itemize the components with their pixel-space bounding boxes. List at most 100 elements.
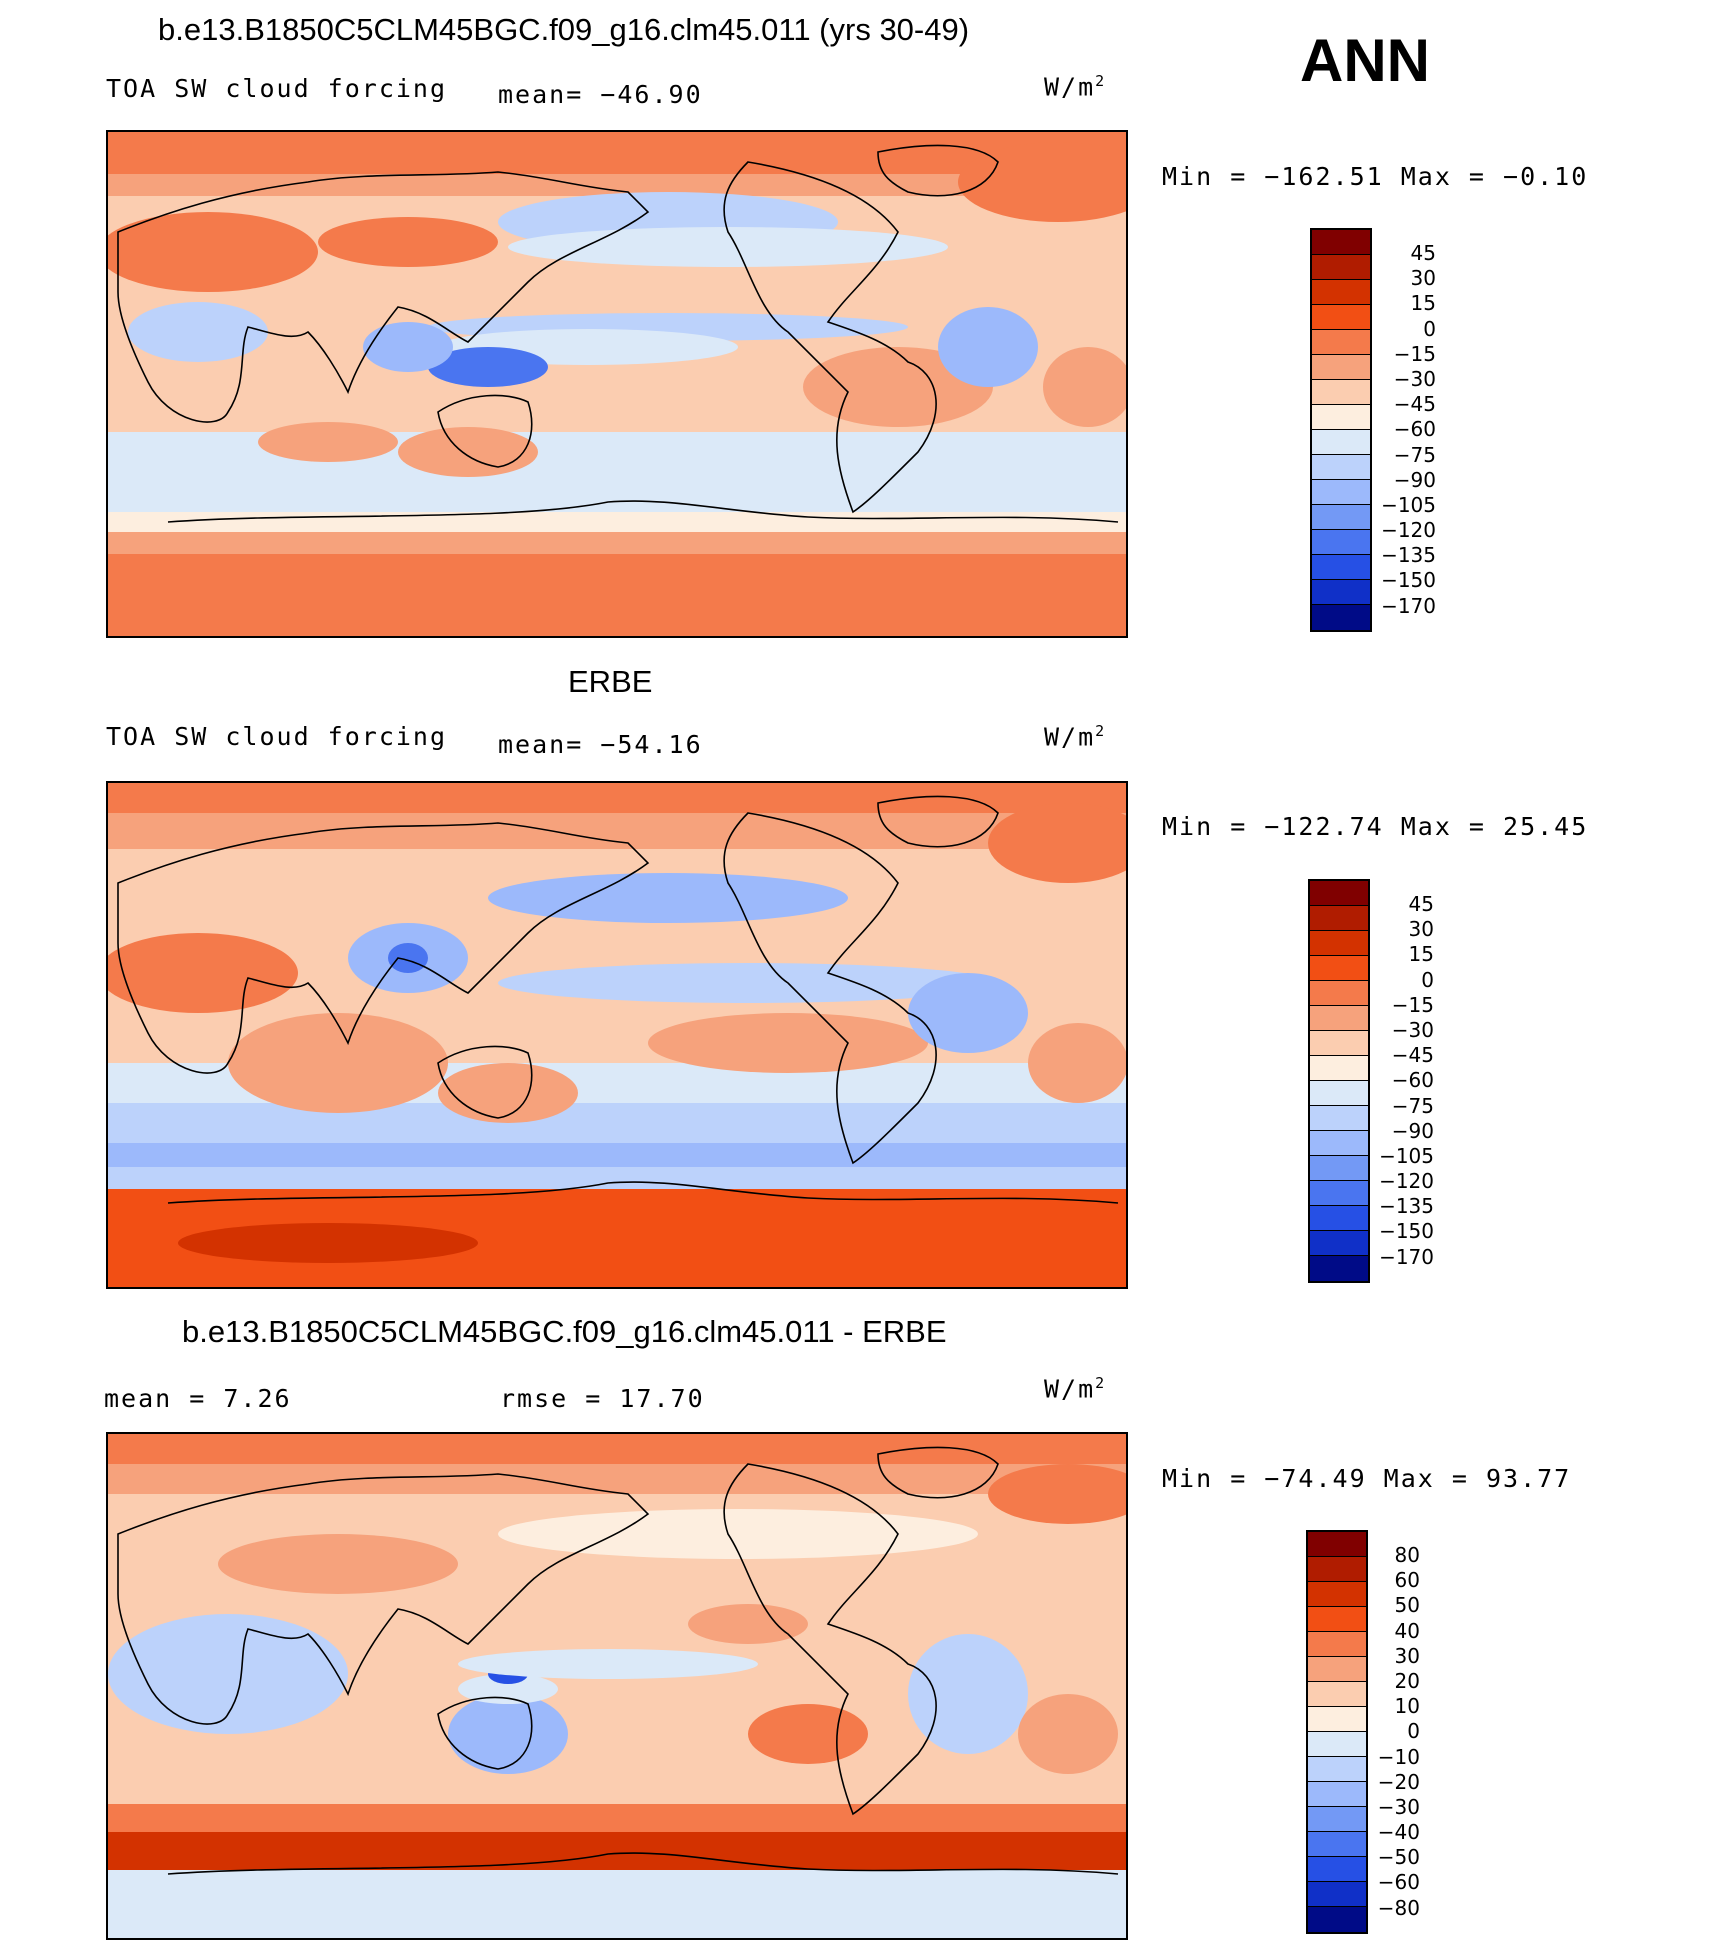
colorbar-swatch	[1308, 1857, 1366, 1882]
panel-2-map	[106, 781, 1128, 1289]
panel-3-map	[106, 1432, 1128, 1940]
colorbar-swatch	[1310, 1081, 1368, 1106]
panel-2-variable-label: TOA SW cloud forcing	[106, 722, 448, 751]
colorbar-tick-label: 0	[1423, 316, 1436, 341]
colorbar-swatch	[1308, 1557, 1366, 1582]
colorbar-tick-label: −90	[1393, 467, 1436, 492]
colorbar-tick-label: −60	[1393, 417, 1436, 442]
colorbar-swatch	[1308, 1907, 1366, 1932]
colorbar-tick-label: −120	[1379, 1169, 1434, 1194]
colorbar-swatch	[1310, 1056, 1368, 1081]
colorbar-tick-label: −45	[1393, 392, 1436, 417]
colorbar-swatch	[1308, 1782, 1366, 1807]
colorbar-tick-label: −80	[1377, 1895, 1420, 1920]
colorbar-swatch	[1310, 1156, 1368, 1181]
colorbar-tick-label: 60	[1394, 1568, 1420, 1593]
colorbar-tick-label: 30	[1394, 1643, 1420, 1668]
colorbar-swatch	[1308, 1807, 1366, 1832]
panel-1-colorbar	[1310, 228, 1372, 632]
colorbar-swatch	[1308, 1657, 1366, 1682]
colorbar-swatch	[1312, 380, 1370, 405]
panel-1-mean-label: mean= −46.90	[498, 80, 703, 109]
panel-2-units: W/m2	[1044, 722, 1107, 752]
colorbar-tick-label: 30	[1410, 266, 1436, 291]
colorbar-swatch	[1310, 1006, 1368, 1031]
colorbar-swatch	[1312, 455, 1370, 480]
colorbar-tick-label: −120	[1381, 518, 1436, 543]
colorbar-swatch	[1310, 1131, 1368, 1156]
colorbar-swatch	[1312, 505, 1370, 530]
colorbar-tick-label: 10	[1394, 1694, 1420, 1719]
colorbar-swatch	[1310, 931, 1368, 956]
panel-2-title: ERBE	[568, 664, 653, 699]
colorbar-tick-label: −30	[1393, 366, 1436, 391]
colorbar-tick-label: −90	[1391, 1118, 1434, 1143]
panel-1-map	[106, 130, 1128, 638]
colorbar-swatch	[1310, 1256, 1368, 1281]
colorbar-swatch	[1310, 906, 1368, 931]
colorbar-swatch	[1312, 230, 1370, 255]
colorbar-swatch	[1312, 480, 1370, 505]
colorbar-swatch	[1310, 1181, 1368, 1206]
colorbar-tick-label: 15	[1408, 942, 1434, 967]
colorbar-tick-label: 80	[1394, 1543, 1420, 1567]
colorbar-swatch	[1308, 1632, 1366, 1657]
panel-3-minmax: Min = −74.49 Max = 93.77	[1162, 1464, 1572, 1493]
colorbar-tick-label: −60	[1391, 1068, 1434, 1093]
colorbar-tick-label: −50	[1377, 1845, 1420, 1870]
colorbar-swatch	[1312, 305, 1370, 330]
colorbar-tick-label: −60	[1377, 1870, 1420, 1895]
colorbar-swatch	[1308, 1682, 1366, 1707]
colorbar-swatch	[1310, 1106, 1368, 1131]
panel-1-title: b.e13.B1850C5CLM45BGC.f09_g16.clm45.011 …	[158, 12, 970, 47]
colorbar-tick-label: 30	[1408, 917, 1434, 942]
panel-3-rmse-label: rmse = 17.70	[500, 1384, 705, 1413]
colorbar-tick-label: 15	[1410, 291, 1436, 316]
panel-3-units: W/m2	[1044, 1374, 1107, 1404]
panel-1-colorbar-labels: 45 30 15 0 −15 −30 −45 −60 −75 −90 −105 −120 −135 −15…	[1378, 241, 1436, 619]
colorbar-tick-label: −30	[1391, 1017, 1434, 1042]
colorbar-tick-label: −20	[1377, 1769, 1420, 1794]
colorbar-swatch	[1308, 1707, 1366, 1732]
colorbar-tick-label: −15	[1391, 992, 1434, 1017]
colorbar-swatch	[1310, 1231, 1368, 1256]
colorbar-tick-label: −75	[1391, 1093, 1434, 1118]
colorbar-tick-label: 45	[1410, 241, 1436, 265]
colorbar-tick-label: 0	[1421, 967, 1434, 992]
colorbar-swatch	[1310, 1031, 1368, 1056]
colorbar-tick-label: −75	[1393, 442, 1436, 467]
colorbar-tick-label: −105	[1381, 492, 1436, 517]
colorbar-tick-label: 0	[1407, 1719, 1420, 1744]
colorbar-swatch	[1312, 330, 1370, 355]
colorbar-swatch	[1308, 1582, 1366, 1607]
colorbar-swatch	[1310, 1206, 1368, 1231]
colorbar-tick-label: −135	[1381, 543, 1436, 568]
colorbar-tick-label: −10	[1377, 1744, 1420, 1769]
colorbar-tick-label: −150	[1379, 1219, 1434, 1244]
panel-1-units: W/m2	[1044, 72, 1107, 102]
colorbar-swatch	[1312, 430, 1370, 455]
colorbar-swatch	[1310, 981, 1368, 1006]
season-label: ANN	[1300, 27, 1430, 94]
colorbar-tick-label: −170	[1381, 593, 1436, 618]
colorbar-tick-label: −105	[1379, 1143, 1434, 1168]
panel-3-mean-label: mean = 7.26	[104, 1384, 292, 1413]
panel-1-minmax: Min = −162.51 Max = −0.10	[1162, 162, 1589, 191]
panel-3-colorbar-labels: 80 60 50 40 30 20 10 0 −10 −20 −30 −40 −50 −60 −80	[1372, 1543, 1420, 1921]
colorbar-swatch	[1308, 1607, 1366, 1632]
colorbar-tick-label: −40	[1377, 1820, 1420, 1845]
panel-2-minmax: Min = −122.74 Max = 25.45	[1162, 812, 1589, 841]
colorbar-tick-label: −135	[1379, 1194, 1434, 1219]
colorbar-tick-label: 50	[1394, 1593, 1420, 1618]
colorbar-swatch	[1312, 280, 1370, 305]
colorbar-tick-label: 20	[1394, 1668, 1420, 1693]
colorbar-swatch	[1308, 1532, 1366, 1557]
colorbar-tick-label: 45	[1408, 892, 1434, 916]
colorbar-swatch	[1312, 605, 1370, 630]
colorbar-tick-label: −170	[1379, 1244, 1434, 1269]
colorbar-swatch	[1310, 881, 1368, 906]
panel-2-mean-label: mean= −54.16	[498, 730, 703, 759]
panel-3-title: b.e13.B1850C5CLM45BGC.f09_g16.clm45.011 …	[182, 1314, 947, 1349]
colorbar-swatch	[1310, 956, 1368, 981]
colorbar-tick-label: −30	[1377, 1794, 1420, 1819]
